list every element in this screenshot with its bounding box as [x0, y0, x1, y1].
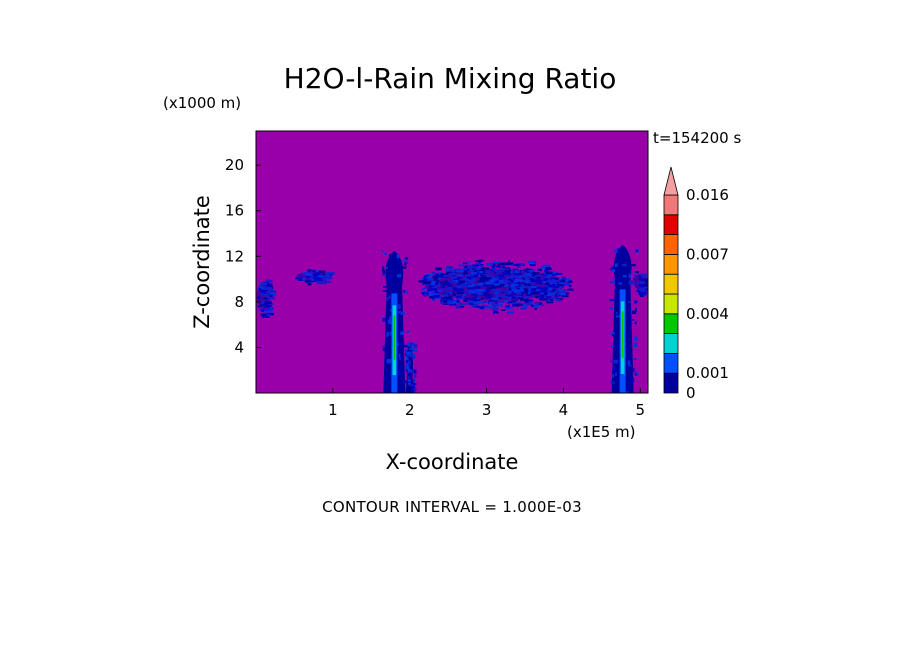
x-axis: 1 2 3 4 5 — [328, 388, 645, 419]
y-axis-label: Z-coordinate — [190, 195, 214, 329]
x-tick-label-2: 3 — [482, 401, 492, 419]
y-tick-label-2: 12 — [225, 247, 244, 265]
plot-area — [256, 131, 648, 393]
y-tick-label-4: 20 — [225, 156, 244, 174]
colorbar-bin-4 — [663, 293, 679, 315]
colorbar-label-4: 0.016 — [686, 186, 729, 204]
x-tick-label-3: 4 — [559, 401, 569, 419]
colorbar-bin-0 — [663, 372, 679, 394]
colorbar-label-1: 0.001 — [686, 364, 729, 382]
colorbar-extend-arrow — [663, 166, 679, 196]
field-features — [256, 244, 648, 393]
feature-1 — [295, 269, 336, 286]
x-tick-label-0: 1 — [328, 401, 338, 419]
colorbar-bin-1 — [663, 352, 679, 374]
feature-5 — [609, 244, 640, 393]
y-tick-label-3: 16 — [225, 202, 244, 220]
colorbar-label-0: 0 — [686, 384, 696, 402]
feature-6 — [633, 271, 648, 297]
colorbar-bin-3 — [663, 313, 679, 334]
x-tick-label-1: 2 — [405, 401, 415, 419]
colorbar-label-2: 0.004 — [686, 305, 729, 323]
chart-title: H2O-l-Rain Mixing Ratio — [284, 62, 617, 95]
feature-3 — [404, 341, 418, 393]
colorbar-label-3: 0.007 — [686, 245, 729, 263]
y-unit-label: (x1000 m) — [163, 94, 241, 112]
colorbar: 0 0.001 0.004 0.007 0.016 — [663, 166, 729, 402]
contour-interval-note: CONTOUR INTERVAL = 1.000E-03 — [322, 498, 582, 516]
colorbar-bin-6 — [663, 253, 679, 275]
colorbar-bin-9 — [663, 194, 679, 216]
y-tick-label-1: 8 — [234, 293, 244, 311]
y-tick-label-0: 4 — [234, 338, 244, 356]
x-axis-label: X-coordinate — [386, 450, 519, 474]
plot-frame — [255, 130, 649, 394]
y-axis: 4 8 12 16 20 — [225, 156, 261, 356]
colorbar-bin-5 — [663, 273, 679, 295]
colorbar-bin-7 — [663, 234, 679, 255]
x-tick-label-4: 5 — [636, 401, 646, 419]
colorbar-bin-8 — [663, 214, 679, 236]
feature-0 — [256, 279, 277, 318]
x-unit-label: (x1E5 m) — [567, 423, 636, 441]
feature-2 — [381, 250, 411, 393]
time-label: t=154200 s — [653, 129, 741, 147]
colorbar-bin-2 — [663, 333, 679, 354]
feature-4 — [418, 259, 574, 315]
